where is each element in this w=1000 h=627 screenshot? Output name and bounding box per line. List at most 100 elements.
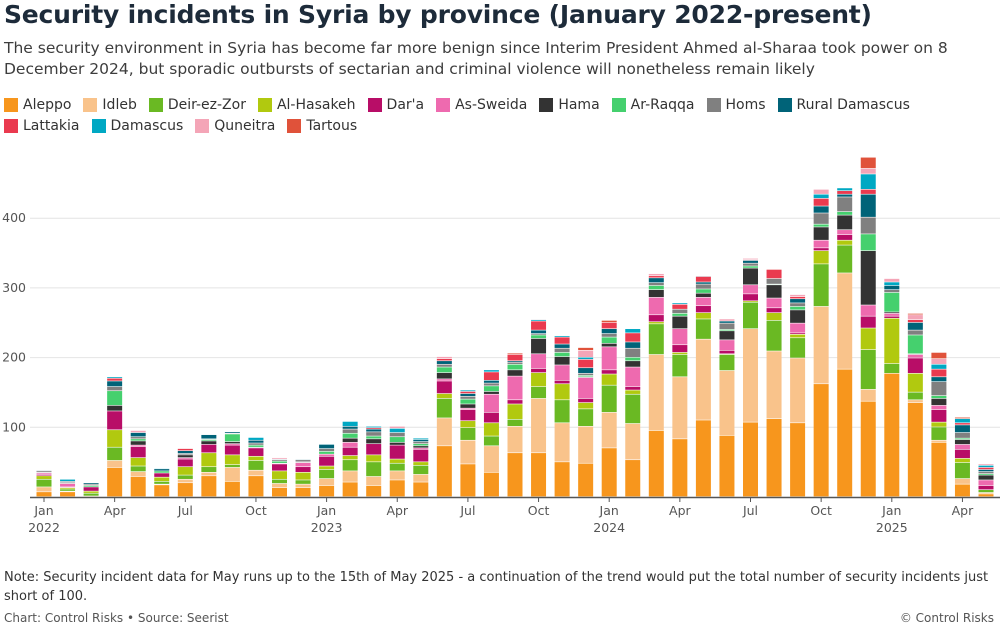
bar-segment-deir-ez-zor xyxy=(224,464,240,468)
bar-segment-hama xyxy=(719,331,735,340)
bar-segment-ar-raqqa xyxy=(201,439,217,441)
legend-item[interactable]: Damascus xyxy=(91,117,183,135)
bar-segment-homs xyxy=(272,460,287,461)
bar-segment-rural-damascus xyxy=(130,432,146,437)
bar-segment-idleb xyxy=(272,483,287,488)
bar-segment-deir-ez-zor xyxy=(154,481,170,484)
bar-segment-dar-a xyxy=(319,456,335,466)
bar-segment-al-hasakeh xyxy=(860,328,876,350)
x-tick-year-label: 2022 xyxy=(28,520,60,535)
bar-segment-damascus xyxy=(931,364,947,369)
bar-segment-ar-raqqa xyxy=(272,461,287,463)
legend-item[interactable]: Al-Hasakeh xyxy=(257,96,356,114)
bar-segment-lattakia xyxy=(695,276,711,282)
bar-segment-idleb xyxy=(860,389,876,401)
bar-segment-hama xyxy=(507,370,523,376)
bar-segment-homs xyxy=(460,396,476,399)
bar-segment-deir-ez-zor xyxy=(884,363,900,374)
bar-segment-aleppo xyxy=(36,492,52,497)
x-tick-label: Jul xyxy=(177,503,193,518)
bar-segment-quneitra xyxy=(648,273,664,276)
legend-item[interactable]: Quneitra xyxy=(195,117,275,135)
bar-segment-aleppo xyxy=(295,487,311,497)
bar-segment-aleppo xyxy=(436,446,452,497)
bar-segment-lattakia xyxy=(837,191,853,194)
bar-segment-dar-a xyxy=(36,474,52,476)
bar-segment-idleb xyxy=(295,484,311,488)
bar-segment-dar-a xyxy=(672,345,688,353)
bar-segment-al-hasakeh xyxy=(837,240,853,245)
x-tick-label: Apr xyxy=(952,503,974,518)
bar-segment-al-hasakeh xyxy=(60,487,76,489)
bar-segment-quneitra xyxy=(130,430,146,433)
bar-segment-lattakia xyxy=(860,189,876,194)
bar-segment-aleppo xyxy=(389,480,405,497)
x-tick-label: Oct xyxy=(810,503,832,518)
bar-segment-al-hasakeh xyxy=(931,422,947,427)
legend-item[interactable]: As-Sweida xyxy=(436,96,527,114)
bar-segment-dar-a xyxy=(907,358,923,374)
bar-segment-hama xyxy=(130,441,146,445)
bar-segment-as-sweida xyxy=(860,305,876,316)
bar-segment-deir-ez-zor xyxy=(766,320,782,351)
bar-segment-damascus xyxy=(672,303,688,305)
legend-item[interactable]: Idleb xyxy=(83,96,137,114)
bar-segment-idleb xyxy=(554,423,570,462)
x-tick-label: Apr xyxy=(669,503,691,518)
legend-item[interactable]: Tartous xyxy=(287,117,357,135)
bar-segment-ar-raqqa xyxy=(107,391,123,406)
legend-item[interactable]: Aleppo xyxy=(4,96,71,114)
bar-segment-dar-a xyxy=(83,487,99,491)
bar-segment-al-hasakeh xyxy=(954,458,970,463)
bar-segment-al-hasakeh xyxy=(766,312,782,321)
legend-item[interactable]: Rural Damascus xyxy=(777,96,910,114)
bar-segment-al-hasakeh xyxy=(295,472,311,480)
legend-item[interactable]: Dar'a xyxy=(367,96,424,114)
bar-segment-dar-a xyxy=(554,380,570,384)
bar-segment-ar-raqqa xyxy=(224,434,240,442)
bar-segment-ar-raqqa xyxy=(507,364,523,370)
bar-segment-deir-ez-zor xyxy=(743,302,758,329)
bar-segment-dar-a xyxy=(766,308,782,313)
legend-swatch xyxy=(4,119,18,133)
bar-segment-ar-raqqa xyxy=(837,211,853,215)
bar-segment-ar-raqqa xyxy=(813,224,829,227)
bar-segment-aleppo xyxy=(319,485,335,497)
bar-segment-dar-a xyxy=(648,315,664,322)
bar-segment-as-sweida xyxy=(625,367,641,387)
legend-item[interactable]: Lattakia xyxy=(4,117,80,135)
bar-segment-damascus xyxy=(978,465,994,468)
bar-segment-dar-a xyxy=(860,316,876,328)
bar-segment-rural-damascus xyxy=(743,260,758,263)
legend-item[interactable]: Ar-Raqqa xyxy=(611,96,695,114)
bar-segment-homs xyxy=(719,323,735,330)
x-tick-label: Oct xyxy=(245,503,267,518)
bar-segment-al-hasakeh xyxy=(272,471,287,479)
bar-segment-quneitra xyxy=(578,350,594,357)
bar-segment-quneitra xyxy=(389,426,405,429)
bar-segment-aleppo xyxy=(130,476,146,497)
bar-segment-ar-raqqa xyxy=(978,473,994,475)
bar-segment-idleb xyxy=(648,354,664,431)
bar-segment-as-sweida xyxy=(672,329,688,345)
bar-segment-lattakia xyxy=(978,467,994,470)
bar-segment-hama xyxy=(813,227,829,240)
bar-segment-homs xyxy=(319,448,335,452)
bar-segment-al-hasakeh xyxy=(201,453,217,467)
legend-item[interactable]: Hama xyxy=(539,96,600,114)
y-tick-label: 200 xyxy=(2,350,26,365)
legend-swatch xyxy=(367,98,382,112)
bar-segment-dar-a xyxy=(743,294,758,301)
bar-segment-deir-ez-zor xyxy=(201,467,217,473)
bar-segment-damascus xyxy=(460,390,476,392)
bar-segment-rural-damascus xyxy=(483,380,499,383)
bar-segment-deir-ez-zor xyxy=(107,447,123,461)
bar-segment-aleppo xyxy=(507,453,523,497)
bar-segment-homs xyxy=(483,383,499,386)
bar-segment-homs xyxy=(672,309,688,314)
bar-segment-hama xyxy=(483,391,499,394)
bar-segment-damascus xyxy=(625,329,641,333)
legend-item[interactable]: Deir-ez-Zor xyxy=(148,96,246,114)
legend-item[interactable]: Homs xyxy=(706,96,766,114)
bar-segment-as-sweida xyxy=(319,454,335,456)
